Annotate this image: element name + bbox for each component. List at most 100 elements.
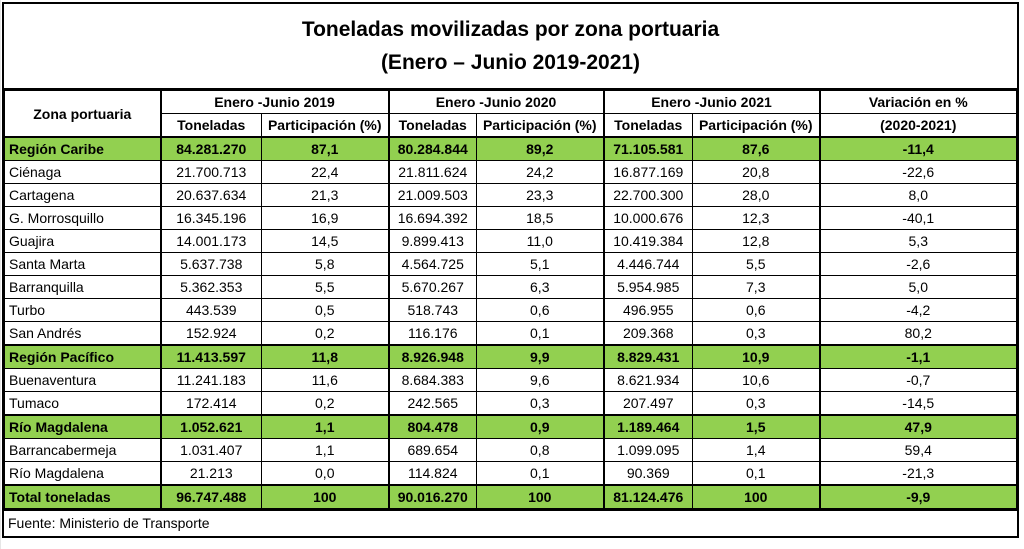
cell-tons-2019[interactable]: 5.637.738 bbox=[160, 252, 262, 276]
cell-share-2019[interactable]: 16,9 bbox=[261, 206, 390, 230]
cell-share-2020[interactable]: 5,1 bbox=[476, 252, 605, 276]
cell-tons-2021[interactable]: 90.369 bbox=[603, 461, 693, 486]
cell-share-2019[interactable]: 21,3 bbox=[261, 183, 390, 207]
cell-tons-2021[interactable]: 207.497 bbox=[603, 391, 693, 416]
cell-variation[interactable]: 80,2 bbox=[819, 321, 1017, 346]
header-tons-2019[interactable]: Toneladas bbox=[160, 113, 262, 138]
cell-tons-2019[interactable]: 1.031.407 bbox=[160, 438, 262, 462]
cell-tons-2020[interactable]: 8.684.383 bbox=[388, 368, 477, 392]
header-share-2020[interactable]: Participación (%) bbox=[476, 113, 605, 138]
cell-share-2021[interactable]: 12,8 bbox=[692, 229, 821, 253]
cell-zone[interactable]: Cartagena bbox=[4, 183, 162, 207]
cell-tons-2020[interactable]: 9.899.413 bbox=[388, 229, 477, 253]
cell-zone[interactable]: San Andrés bbox=[4, 321, 162, 346]
header-period-2019[interactable]: Enero -Junio 2019 bbox=[160, 90, 390, 114]
cell-zone[interactable]: Barranquilla bbox=[4, 275, 162, 299]
cell-share-2021[interactable]: 0,6 bbox=[692, 298, 821, 322]
cell-variation[interactable]: -0,7 bbox=[819, 368, 1017, 392]
header-tons-2021[interactable]: Toneladas bbox=[603, 113, 693, 138]
header-period-2021[interactable]: Enero -Junio 2021 bbox=[603, 90, 821, 114]
cell-tons-2021[interactable]: 81.124.476 bbox=[603, 484, 693, 509]
cell-tons-2019[interactable]: 152.924 bbox=[160, 321, 262, 346]
header-share-2019[interactable]: Participación (%) bbox=[261, 113, 390, 138]
cell-tons-2019[interactable]: 5.362.353 bbox=[160, 275, 262, 299]
cell-share-2019[interactable]: 87,1 bbox=[261, 136, 390, 161]
cell-share-2021[interactable]: 1,4 bbox=[692, 438, 821, 462]
cell-tons-2020[interactable]: 16.694.392 bbox=[388, 206, 477, 230]
cell-share-2019[interactable]: 11,6 bbox=[261, 368, 390, 392]
cell-share-2019[interactable]: 14,5 bbox=[261, 229, 390, 253]
cell-zone[interactable]: Barrancabermeja bbox=[4, 438, 162, 462]
cell-tons-2019[interactable]: 172.414 bbox=[160, 391, 262, 416]
cell-zone[interactable]: Río Magdalena bbox=[4, 414, 162, 439]
cell-variation[interactable]: -2,6 bbox=[819, 252, 1017, 276]
cell-tons-2021[interactable]: 1.099.095 bbox=[603, 438, 693, 462]
cell-tons-2020[interactable]: 804.478 bbox=[388, 414, 477, 439]
cell-share-2020[interactable]: 0,8 bbox=[476, 438, 605, 462]
cell-tons-2019[interactable]: 11.241.183 bbox=[160, 368, 262, 392]
cell-tons-2020[interactable]: 21.811.624 bbox=[388, 160, 477, 184]
cell-tons-2021[interactable]: 22.700.300 bbox=[603, 183, 693, 207]
cell-variation[interactable]: -11,4 bbox=[819, 136, 1017, 161]
cell-tons-2019[interactable]: 1.052.621 bbox=[160, 414, 262, 439]
cell-share-2021[interactable]: 10,9 bbox=[692, 344, 821, 369]
cell-share-2019[interactable]: 5,8 bbox=[261, 252, 390, 276]
cell-share-2021[interactable]: 5,5 bbox=[692, 252, 821, 276]
cell-tons-2019[interactable]: 16.345.196 bbox=[160, 206, 262, 230]
cell-tons-2020[interactable]: 21.009.503 bbox=[388, 183, 477, 207]
cell-tons-2019[interactable]: 96.747.488 bbox=[160, 484, 262, 509]
cell-variation[interactable]: -14,5 bbox=[819, 391, 1017, 416]
cell-share-2021[interactable]: 100 bbox=[692, 484, 821, 509]
cell-tons-2020[interactable]: 518.743 bbox=[388, 298, 477, 322]
cell-share-2019[interactable]: 0,0 bbox=[261, 461, 390, 486]
cell-share-2020[interactable]: 9,6 bbox=[476, 368, 605, 392]
cell-variation[interactable]: -22,6 bbox=[819, 160, 1017, 184]
cell-share-2019[interactable]: 0,5 bbox=[261, 298, 390, 322]
cell-share-2021[interactable]: 7,3 bbox=[692, 275, 821, 299]
cell-share-2021[interactable]: 20,8 bbox=[692, 160, 821, 184]
cell-tons-2020[interactable]: 114.824 bbox=[388, 461, 477, 486]
cell-tons-2021[interactable]: 10.000.676 bbox=[603, 206, 693, 230]
cell-variation[interactable]: 59,4 bbox=[819, 438, 1017, 462]
cell-share-2020[interactable]: 9,9 bbox=[476, 344, 605, 369]
cell-variation[interactable]: 5,0 bbox=[819, 275, 1017, 299]
cell-tons-2021[interactable]: 71.105.581 bbox=[603, 136, 693, 161]
cell-variation[interactable]: 47,9 bbox=[819, 414, 1017, 439]
cell-share-2021[interactable]: 1,5 bbox=[692, 414, 821, 439]
cell-zone[interactable]: Buenaventura bbox=[4, 368, 162, 392]
header-zone[interactable]: Zona portuaria bbox=[4, 90, 162, 138]
cell-share-2019[interactable]: 1,1 bbox=[261, 414, 390, 439]
cell-share-2021[interactable]: 0,3 bbox=[692, 391, 821, 416]
cell-tons-2019[interactable]: 443.539 bbox=[160, 298, 262, 322]
cell-share-2021[interactable]: 0,1 bbox=[692, 461, 821, 486]
cell-tons-2020[interactable]: 80.284.844 bbox=[388, 136, 477, 161]
cell-share-2020[interactable]: 100 bbox=[476, 484, 605, 509]
cell-zone[interactable]: Guajira bbox=[4, 229, 162, 253]
header-tons-2020[interactable]: Toneladas bbox=[388, 113, 477, 138]
cell-tons-2020[interactable]: 4.564.725 bbox=[388, 252, 477, 276]
cell-zone[interactable]: Río Magdalena bbox=[4, 461, 162, 486]
cell-tons-2019[interactable]: 20.637.634 bbox=[160, 183, 262, 207]
cell-share-2019[interactable]: 1,1 bbox=[261, 438, 390, 462]
cell-variation[interactable]: 5,3 bbox=[819, 229, 1017, 253]
cell-tons-2020[interactable]: 8.926.948 bbox=[388, 344, 477, 369]
cell-zone[interactable]: Total toneladas bbox=[4, 484, 162, 509]
cell-share-2020[interactable]: 0,9 bbox=[476, 414, 605, 439]
cell-zone[interactable]: Región Caribe bbox=[4, 136, 162, 161]
cell-share-2020[interactable]: 11,0 bbox=[476, 229, 605, 253]
cell-share-2020[interactable]: 0,6 bbox=[476, 298, 605, 322]
cell-share-2020[interactable]: 0,1 bbox=[476, 321, 605, 346]
cell-tons-2021[interactable]: 4.446.744 bbox=[603, 252, 693, 276]
cell-zone[interactable]: Región Pacífico bbox=[4, 344, 162, 369]
cell-tons-2019[interactable]: 21.700.713 bbox=[160, 160, 262, 184]
cell-share-2020[interactable]: 89,2 bbox=[476, 136, 605, 161]
header-share-2021[interactable]: Participación (%) bbox=[692, 113, 821, 138]
header-variation-period[interactable]: (2020-2021) bbox=[819, 113, 1017, 138]
cell-share-2020[interactable]: 18,5 bbox=[476, 206, 605, 230]
cell-share-2021[interactable]: 0,3 bbox=[692, 321, 821, 346]
cell-share-2021[interactable]: 28,0 bbox=[692, 183, 821, 207]
cell-share-2019[interactable]: 22,4 bbox=[261, 160, 390, 184]
cell-share-2020[interactable]: 24,2 bbox=[476, 160, 605, 184]
cell-tons-2019[interactable]: 21.213 bbox=[160, 461, 262, 486]
cell-variation[interactable]: -4,2 bbox=[819, 298, 1017, 322]
